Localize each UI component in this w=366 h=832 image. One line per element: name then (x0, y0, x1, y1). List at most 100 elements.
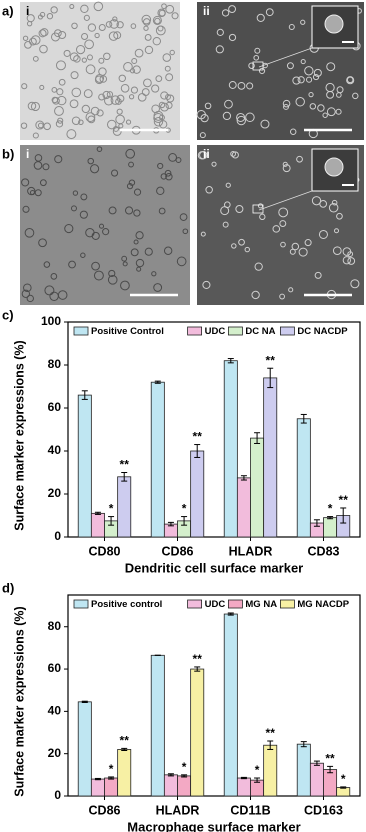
cell (160, 102, 169, 112)
legend-label: Positive control (91, 599, 162, 610)
cell (313, 68, 322, 77)
cell (111, 169, 119, 177)
cell (99, 75, 108, 83)
error-bar (154, 380, 161, 384)
cell (113, 31, 122, 40)
cell (128, 94, 135, 100)
error-bar (240, 475, 247, 481)
cell (165, 73, 174, 82)
cell (37, 122, 44, 129)
cell (199, 151, 208, 160)
bar (323, 769, 338, 797)
cell (130, 248, 139, 257)
bar (250, 437, 265, 538)
bar (190, 668, 205, 797)
cell (102, 228, 110, 236)
cell (238, 238, 245, 246)
cell (155, 75, 163, 83)
cell (20, 122, 28, 129)
cell (308, 92, 314, 98)
cell (286, 62, 294, 70)
cell (75, 45, 86, 55)
error-bar (167, 521, 174, 527)
significance-mark: ** (325, 752, 335, 766)
cell (153, 283, 163, 292)
cell (131, 57, 138, 64)
cell (225, 182, 231, 188)
cell (91, 231, 100, 240)
cell (157, 8, 166, 18)
y-axis-label: Surface marker expressions (%) (12, 606, 26, 796)
y-tick-label: 60 (48, 400, 62, 414)
cell (115, 114, 125, 125)
cell (160, 173, 167, 180)
bar (150, 381, 165, 538)
cell (350, 279, 360, 289)
bar (223, 613, 238, 797)
bar (77, 701, 92, 797)
cell (54, 106, 64, 116)
cell (326, 62, 336, 72)
cell (70, 205, 77, 212)
significance-mark: ** (120, 458, 130, 472)
cell (98, 57, 105, 64)
cell (309, 103, 317, 110)
cell (121, 255, 128, 262)
cell (317, 104, 325, 112)
x-tick-label: HLADR (156, 803, 200, 817)
error-bar (94, 777, 101, 781)
cell (81, 104, 90, 114)
cell (108, 269, 116, 278)
cell (168, 153, 177, 162)
cell (326, 107, 336, 117)
cell (108, 31, 119, 41)
x-axis-label: Dendritic cell surface marker (125, 560, 303, 575)
error-bar (227, 358, 234, 364)
cell (63, 49, 71, 57)
cell (332, 246, 342, 256)
cell (116, 94, 125, 103)
cell (304, 239, 312, 247)
cell (265, 8, 274, 17)
cell (42, 163, 50, 171)
bar (177, 775, 192, 797)
cell (46, 12, 54, 20)
legend-label: Positive Control (91, 326, 164, 337)
cell (96, 109, 104, 117)
cell (236, 115, 246, 126)
cell (96, 146, 103, 152)
cell (94, 75, 104, 85)
cell (135, 231, 144, 240)
cell (279, 293, 285, 300)
cell (179, 213, 188, 221)
image-label: i (26, 4, 29, 18)
cell (136, 266, 142, 272)
legend-label: UDC (205, 326, 226, 337)
cell (105, 21, 113, 28)
significance-mark: * (328, 502, 333, 516)
bar (90, 778, 105, 797)
cell (176, 256, 187, 267)
cell (248, 62, 255, 69)
cell (230, 151, 236, 157)
cell (24, 40, 32, 49)
cell (68, 260, 76, 269)
bar (323, 517, 338, 538)
error-bar (121, 747, 128, 752)
cell (80, 252, 86, 258)
cell (318, 229, 328, 239)
cell (35, 120, 45, 130)
cell (50, 6, 58, 14)
cell (143, 78, 152, 88)
panel-label: b) (2, 146, 14, 161)
x-tick-label: CD163 (304, 803, 343, 817)
y-tick-label: 20 (48, 746, 62, 760)
cell (254, 262, 263, 271)
cell (106, 119, 117, 130)
significance-mark: ** (266, 353, 276, 367)
cell (71, 87, 82, 98)
error-bar (300, 741, 307, 748)
cell (246, 82, 254, 90)
bar (77, 394, 92, 538)
cell (165, 173, 173, 181)
